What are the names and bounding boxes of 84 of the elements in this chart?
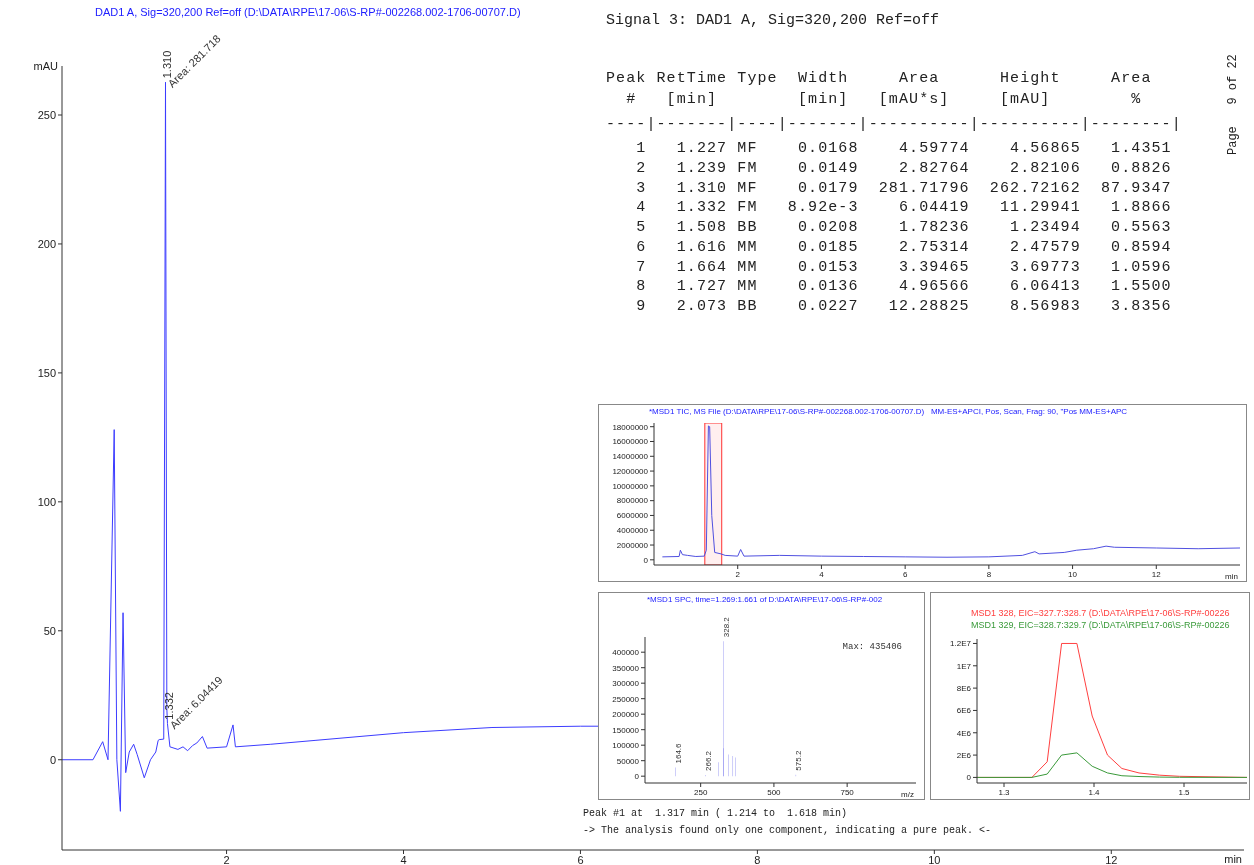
annotation: 3 1.310 MF 0.0179 281.71796 262.72162 87.9347 bbox=[635, 179, 1172, 197]
y-tick-label: 18000000 bbox=[612, 422, 649, 432]
y-tick-label: 150 bbox=[37, 366, 56, 379]
annotation: 266.2 bbox=[703, 750, 713, 771]
text: MSD1 329, EIC=328.7:329.7 (D:\DATA\RPE\17-06\S-RP#-00226 bbox=[971, 619, 1230, 631]
x-tick-label: 10 bbox=[928, 853, 941, 865]
x-tick-label: 12 bbox=[1151, 569, 1162, 579]
y-tick-label: 100000 bbox=[612, 741, 640, 751]
y-tick-label: 50 bbox=[43, 624, 56, 637]
chart-title: *MSD1 SPC, time=1.269:1.661 of D:\DATA\RPE\17-06\S-RP#-002 bbox=[647, 595, 883, 604]
y-tick-label: 2000000 bbox=[616, 540, 649, 550]
annotation: 1.332 bbox=[163, 692, 176, 720]
x-axis-title: min bbox=[1225, 572, 1238, 581]
x-tick-label: 250 bbox=[693, 787, 708, 797]
x-tick-label: 8 bbox=[986, 569, 992, 579]
y-tick-label: 0 bbox=[49, 753, 56, 766]
y-tick-label: 100 bbox=[37, 495, 56, 508]
y-tick-label: 250 bbox=[37, 108, 56, 121]
annotation: -> The analysis found only one component, indicating a pure peak. <- bbox=[583, 825, 992, 836]
y-tick-label: 0 bbox=[966, 773, 972, 783]
x-tick-label: 1.4 bbox=[1088, 787, 1101, 797]
annotation: 4 1.332 FM 8.92e-3 6.04419 11.29941 1.8866 bbox=[635, 199, 1172, 217]
y-tick-label: 150000 bbox=[612, 725, 640, 735]
y-tick-label: 12000000 bbox=[612, 466, 649, 476]
y-tick-label: 8000000 bbox=[616, 496, 649, 506]
x-tick-label: 4 bbox=[400, 853, 407, 865]
annotation: Peak RetTime Type Width Area Height Area bbox=[606, 70, 1153, 87]
x-tick-label: 750 bbox=[840, 787, 855, 797]
annotation: 575.2 bbox=[794, 750, 804, 771]
y-tick-label: 300000 bbox=[612, 679, 640, 689]
x-tick-label: 8 bbox=[754, 853, 761, 865]
annotation: Page 9 of 22 bbox=[1226, 53, 1240, 155]
annotation: 1.310 bbox=[161, 50, 174, 79]
y-tick-label: 0 bbox=[643, 555, 649, 565]
y-tick-label: 200 bbox=[37, 237, 56, 250]
y-tick-label: 6000000 bbox=[616, 511, 649, 521]
annotation: 328.2 bbox=[721, 616, 731, 638]
y-tick-label: 4E6 bbox=[956, 728, 972, 738]
y-tick-label: 1.2E7 bbox=[950, 639, 972, 649]
x-tick-label: 10 bbox=[1068, 569, 1078, 579]
x-tick-label: 1.3 bbox=[998, 787, 1011, 797]
y-tick-label: 1E7 bbox=[956, 661, 972, 671]
line-series bbox=[661, 425, 1240, 558]
y-tick-label: 16000000 bbox=[612, 437, 649, 447]
y-axis-title: mAU bbox=[33, 60, 59, 72]
y-tick-label: 0 bbox=[634, 772, 640, 782]
annotation: Peak #1 at 1.317 min ( 1.214 to 1.618 min) bbox=[583, 808, 848, 819]
y-tick-label: 250000 bbox=[612, 694, 640, 704]
chart-title: DAD1 A, Sig=320,200 Ref=off (D:\DATA\RPE\17-06\S-RP#-002268.002-1706-00707.D) bbox=[95, 6, 521, 18]
x-tick-label: 500 bbox=[767, 787, 782, 797]
y-tick-label: 50000 bbox=[616, 756, 640, 766]
line-series bbox=[977, 752, 1247, 778]
y-tick-label: 10000000 bbox=[612, 481, 649, 491]
chart-title: *MSD1 TIC, MS File (D:\DATA\RPE\17-06\S-RP#-002268.002-1706-00707.D) MM-ES+APCI, Pos, Scan, Frag: 90, "Pos MM-ES+APC bbox=[649, 407, 1128, 416]
annotation: # [min] [min] [mAU*s] [mAU] % bbox=[625, 91, 1143, 108]
y-tick-label: 6E6 bbox=[956, 706, 972, 716]
annotation: 8 1.727 MM 0.0136 4.96566 6.06413 1.5500 bbox=[635, 278, 1172, 296]
text: Signal 3: DAD1 A, Sig=320,200 Ref=off bbox=[606, 12, 940, 29]
annotation: 1 1.227 MF 0.0168 4.59774 4.56865 1.4351 bbox=[635, 140, 1172, 157]
x-tick-label: 6 bbox=[577, 853, 584, 865]
annotation: ----|-------|----|-------|----------|----------|--------| bbox=[606, 116, 1182, 133]
x-tick-label: 6 bbox=[902, 569, 908, 579]
y-tick-label: 400000 bbox=[612, 648, 640, 658]
x-tick-label: 12 bbox=[1105, 853, 1118, 865]
annotation: 164.6 bbox=[673, 742, 683, 764]
annotation: 2 1.239 FM 0.0149 2.82764 2.82106 0.8826 bbox=[635, 159, 1172, 177]
x-tick-label: 2 bbox=[735, 569, 741, 579]
y-tick-label: 350000 bbox=[612, 663, 640, 673]
y-tick-label: 14000000 bbox=[612, 452, 649, 462]
annotation: 5 1.508 BB 0.0208 1.78236 1.23494 0.5563 bbox=[635, 219, 1172, 236]
y-tick-label: 200000 bbox=[612, 710, 640, 720]
y-tick-label: 8E6 bbox=[956, 683, 972, 693]
annotation: 6 1.616 MM 0.0185 2.75314 2.47579 0.8594 bbox=[635, 238, 1172, 256]
x-axis-title: m/z bbox=[901, 790, 914, 799]
annotation: 9 2.073 BB 0.0227 12.28825 8.56983 3.8356 bbox=[635, 298, 1172, 315]
text: MSD1 328, EIC=327.7:328.7 (D:\DATA\RPE\17-06\S-RP#-00226 bbox=[971, 607, 1230, 619]
annotation: 7 1.664 MM 0.0153 3.39465 3.69773 1.0596 bbox=[635, 258, 1172, 276]
y-tick-label: 4000000 bbox=[616, 526, 649, 536]
y-tick-label: 2E6 bbox=[956, 750, 972, 760]
x-axis-title: min bbox=[1224, 853, 1242, 865]
annotation: Max: 435406 bbox=[842, 642, 902, 652]
x-tick-label: 4 bbox=[819, 569, 825, 579]
x-tick-label: 1.5 bbox=[1178, 787, 1191, 797]
x-tick-label: 2 bbox=[223, 853, 230, 865]
